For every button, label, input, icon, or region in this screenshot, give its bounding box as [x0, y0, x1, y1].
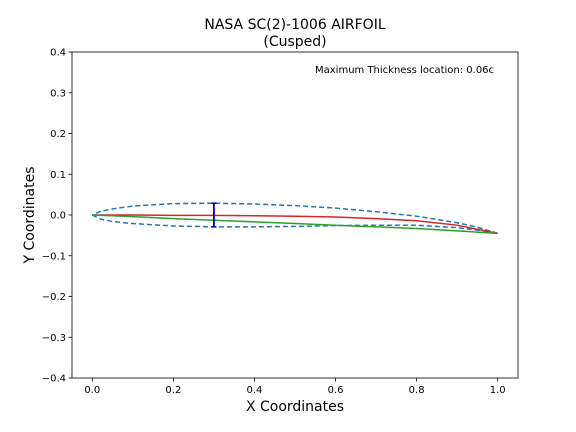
series-line-1 — [91, 214, 498, 235]
x-tick-label: 0.8 — [409, 385, 425, 396]
series-line-0 — [91, 202, 498, 235]
y-tick-label: 0.0 — [50, 211, 66, 222]
x-tick-label: 0.6 — [328, 385, 344, 396]
x-axis-ticks: 0.0 0.2 0.4 0.6 0.8 1.0 — [84, 378, 506, 396]
x-tick-label: 0.4 — [247, 385, 263, 396]
y-tick-label: 0.3 — [50, 88, 66, 99]
series-layer — [91, 202, 498, 235]
x-axis-label: X Coordinates — [246, 399, 344, 415]
series-line-2 — [92, 214, 498, 235]
plot-frame — [71, 51, 519, 379]
y-tick-label: 0.1 — [50, 170, 66, 181]
y-tick-label: −0.4 — [42, 374, 66, 385]
chart-subtitle: (Cusped) — [263, 34, 326, 50]
y-tick-label: 0.2 — [50, 129, 66, 140]
x-tick-label: 1.0 — [490, 385, 506, 396]
y-axis-label: Y Coordinates — [22, 166, 38, 264]
y-tick-label: 0.4 — [50, 48, 66, 59]
marker-layer — [211, 202, 217, 228]
x-tick-label: 0.2 — [165, 385, 181, 396]
chart-title: NASA SC(2)-1006 AIRFOIL — [204, 17, 385, 33]
y-tick-label: −0.3 — [42, 333, 66, 344]
y-axis-ticks: 0.4 0.3 0.2 0.1 0.0 −0.1 −0.2 −0.3 −0.4 — [42, 48, 72, 385]
y-tick-label: −0.2 — [42, 292, 66, 303]
y-tick-label: −0.1 — [42, 251, 66, 262]
series-line-3 — [92, 214, 498, 235]
x-tick-label: 0.0 — [84, 385, 100, 396]
max-thickness-annotation: Maximum Thickness location: 0.06c — [315, 65, 494, 76]
